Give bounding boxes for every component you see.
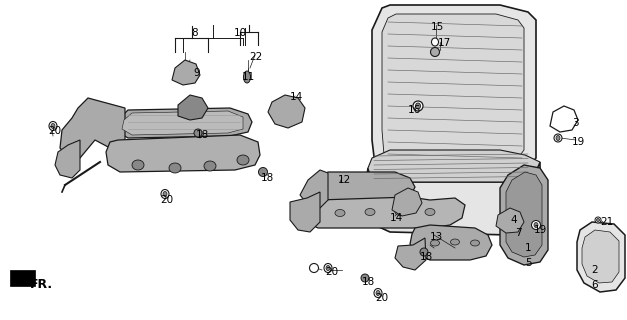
Text: 6: 6	[591, 280, 598, 290]
Polygon shape	[410, 225, 492, 260]
Polygon shape	[368, 150, 540, 182]
Text: 12: 12	[338, 175, 351, 185]
Ellipse shape	[163, 191, 167, 196]
Ellipse shape	[326, 266, 330, 270]
Ellipse shape	[243, 71, 251, 83]
Polygon shape	[382, 14, 524, 164]
Polygon shape	[395, 238, 426, 270]
Text: 4: 4	[510, 215, 517, 225]
Text: 18: 18	[362, 277, 375, 287]
Ellipse shape	[258, 167, 268, 177]
Polygon shape	[10, 270, 35, 286]
Polygon shape	[506, 172, 542, 257]
Text: 20: 20	[375, 293, 388, 303]
Text: 15: 15	[431, 22, 445, 32]
Text: 8: 8	[192, 28, 198, 38]
Text: 18: 18	[261, 173, 274, 183]
Ellipse shape	[324, 263, 332, 273]
Ellipse shape	[431, 240, 440, 246]
Ellipse shape	[413, 101, 423, 111]
Text: 5: 5	[525, 258, 532, 268]
Ellipse shape	[431, 47, 440, 57]
Polygon shape	[550, 106, 578, 132]
Text: 7: 7	[515, 228, 522, 238]
Text: 11: 11	[242, 72, 255, 82]
Text: 18: 18	[196, 130, 209, 140]
Text: 10: 10	[233, 28, 246, 38]
Polygon shape	[300, 170, 328, 208]
Polygon shape	[362, 162, 540, 235]
Text: 20: 20	[325, 267, 338, 277]
Polygon shape	[55, 140, 80, 178]
Text: 16: 16	[408, 105, 421, 115]
Text: 17: 17	[438, 38, 451, 48]
Ellipse shape	[169, 163, 181, 173]
Polygon shape	[577, 222, 625, 292]
Ellipse shape	[420, 248, 428, 256]
Ellipse shape	[49, 122, 57, 131]
Polygon shape	[372, 5, 536, 175]
Text: 9: 9	[193, 68, 199, 78]
Ellipse shape	[365, 209, 375, 215]
Ellipse shape	[595, 217, 601, 223]
Ellipse shape	[237, 155, 249, 165]
Polygon shape	[304, 197, 465, 228]
Ellipse shape	[534, 222, 538, 228]
Polygon shape	[60, 98, 125, 158]
Text: 19: 19	[534, 225, 547, 235]
Ellipse shape	[361, 274, 369, 282]
Polygon shape	[392, 188, 422, 216]
Ellipse shape	[425, 209, 435, 215]
Ellipse shape	[532, 220, 540, 229]
Ellipse shape	[194, 129, 202, 137]
Text: 21: 21	[600, 217, 613, 227]
Ellipse shape	[596, 219, 599, 221]
Text: 13: 13	[430, 232, 443, 242]
Text: 20: 20	[160, 195, 173, 205]
Polygon shape	[106, 135, 260, 172]
Text: 14: 14	[390, 213, 403, 223]
Ellipse shape	[161, 189, 169, 198]
Polygon shape	[122, 111, 243, 135]
Polygon shape	[496, 208, 524, 233]
Ellipse shape	[395, 209, 405, 215]
Ellipse shape	[470, 240, 480, 246]
Text: 20: 20	[48, 126, 61, 136]
Text: FR.: FR.	[30, 278, 53, 291]
Ellipse shape	[374, 289, 382, 298]
Ellipse shape	[431, 38, 438, 46]
Polygon shape	[290, 192, 320, 232]
Polygon shape	[178, 95, 208, 120]
Ellipse shape	[51, 124, 55, 129]
Text: 3: 3	[572, 118, 579, 128]
Ellipse shape	[556, 135, 560, 140]
Text: 18: 18	[420, 252, 433, 262]
Polygon shape	[268, 95, 305, 128]
Polygon shape	[582, 230, 619, 283]
Ellipse shape	[310, 263, 319, 273]
Text: 1: 1	[525, 243, 532, 253]
Ellipse shape	[416, 103, 421, 109]
Text: 19: 19	[572, 137, 585, 147]
Ellipse shape	[376, 291, 380, 295]
Ellipse shape	[335, 210, 345, 217]
Polygon shape	[172, 60, 200, 85]
Text: 2: 2	[591, 265, 598, 275]
Ellipse shape	[132, 160, 144, 170]
Ellipse shape	[554, 134, 562, 142]
Ellipse shape	[204, 161, 216, 171]
Polygon shape	[314, 172, 415, 200]
Polygon shape	[500, 165, 548, 265]
Text: 14: 14	[290, 92, 303, 102]
Ellipse shape	[451, 239, 460, 245]
Polygon shape	[116, 108, 252, 138]
Text: 22: 22	[249, 52, 262, 62]
